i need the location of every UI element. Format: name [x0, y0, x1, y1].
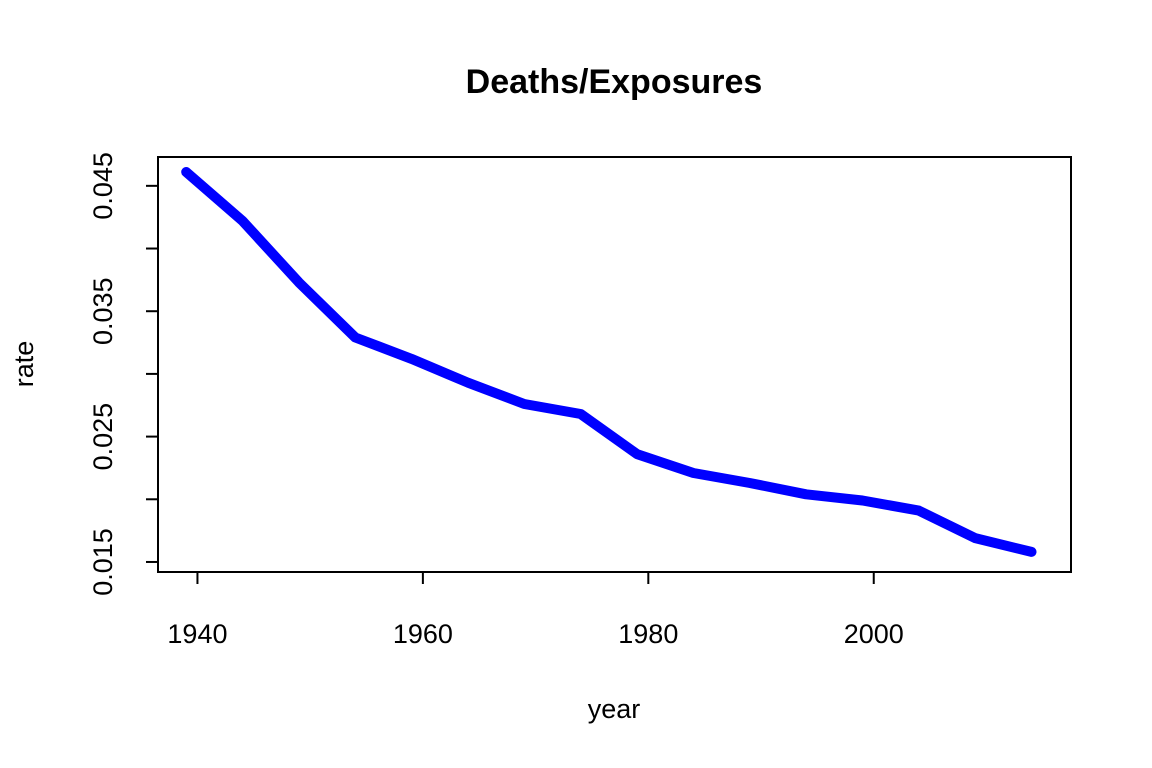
y-axis-label: rate — [9, 341, 39, 388]
x-tick-label: 2000 — [844, 619, 904, 649]
data-point — [861, 500, 863, 502]
data-point — [242, 220, 244, 222]
data-point — [918, 510, 920, 512]
data-point — [298, 281, 300, 283]
data-point — [523, 403, 525, 405]
y-axis: 0.015 0.025 0.035 0.045 — [88, 152, 159, 596]
x-tick-label: 1980 — [618, 619, 678, 649]
x-axis-label: year — [588, 694, 641, 724]
data-point — [692, 472, 694, 474]
plot-frame — [157, 156, 1072, 573]
x-tick-label: 1940 — [167, 619, 227, 649]
x-axis: 1940 1960 1980 2000 — [167, 571, 904, 649]
data-point — [636, 453, 638, 455]
chart-title: Deaths/Exposures — [466, 63, 763, 101]
y-tick-label: 0.015 — [88, 528, 118, 596]
data-point — [411, 358, 413, 360]
series-line — [181, 167, 1037, 557]
series-layer — [181, 167, 1037, 557]
y-tick-label: 0.025 — [88, 403, 118, 471]
data-point — [185, 171, 187, 173]
data-point — [749, 482, 751, 484]
data-point — [580, 413, 582, 415]
y-tick-label: 0.035 — [88, 277, 118, 345]
data-point — [1031, 551, 1033, 553]
y-tick-label: 0.045 — [88, 152, 118, 220]
data-point — [974, 537, 976, 539]
data-point — [467, 382, 469, 384]
data-point — [805, 493, 807, 495]
x-tick-label: 1960 — [393, 619, 453, 649]
data-point — [354, 337, 356, 339]
